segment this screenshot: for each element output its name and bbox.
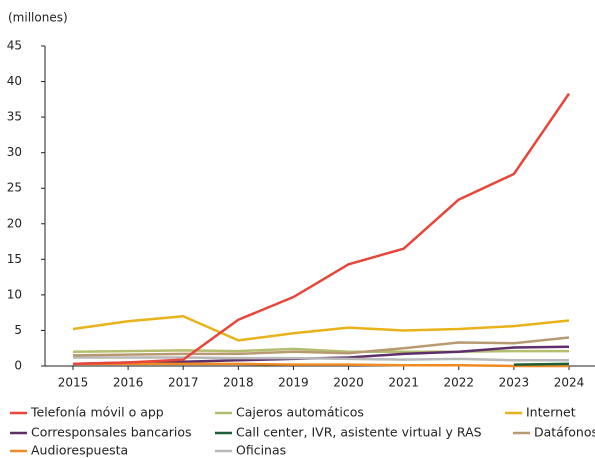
x-tick-label: 2024 (554, 376, 585, 390)
y-tick-label: 0 (14, 359, 22, 373)
series-line (73, 362, 569, 368)
legend-label: Oficinas (236, 443, 286, 458)
y-tick-label: 45 (7, 39, 22, 53)
legend-label: Internet (526, 405, 576, 420)
series-line (72, 347, 569, 354)
y-tick-label: 40 (7, 74, 22, 88)
x-tick-label: 2022 (444, 376, 475, 390)
legend-label: Datáfonos (534, 425, 595, 440)
legend-label: Audiorespuesta (31, 443, 128, 458)
x-tick-label: 2015 (58, 376, 89, 390)
y-tick-label: 30 (7, 145, 22, 159)
y-axis-label: (millones) (8, 11, 68, 25)
x-tick-label: 2023 (499, 376, 530, 390)
series-line (513, 362, 570, 366)
x-tick-label: 2020 (333, 376, 364, 390)
series-line (72, 336, 570, 357)
legend-label: Call center, IVR, asistente virtual y RA… (236, 425, 482, 440)
y-tick-label: 20 (7, 216, 22, 230)
series-line (72, 92, 571, 366)
y-tick-label: 35 (7, 110, 22, 124)
legend-label: Telefonía móvil o app (30, 405, 164, 420)
legend-label: Corresponsales bancarios (31, 425, 192, 440)
series-line (72, 314, 570, 342)
y-tick-label: 25 (7, 181, 22, 195)
x-tick-label: 2021 (388, 376, 419, 390)
x-tick-label: 2017 (168, 376, 199, 390)
x-tick-label: 2018 (223, 376, 254, 390)
legend: Telefonía móvil o app Cajeros automáticos… (10, 405, 595, 458)
series-line (73, 356, 569, 362)
y-tick-label: 5 (14, 323, 22, 337)
y-tick-label: 15 (7, 252, 22, 266)
x-tick-label: 2019 (278, 376, 309, 390)
legend-label: Cajeros automáticos (236, 405, 364, 420)
y-tick-label: 10 (7, 287, 22, 301)
x-tick-label: 2016 (113, 376, 144, 390)
